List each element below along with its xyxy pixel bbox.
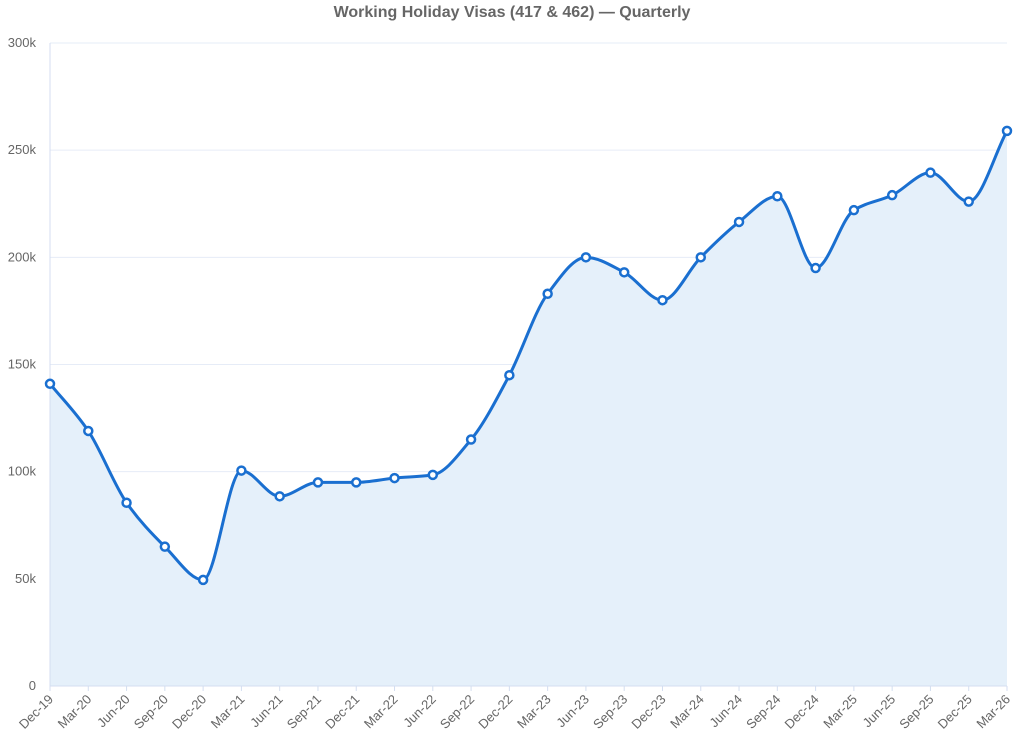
y-tick-label: 200k (8, 249, 37, 264)
area-fill (50, 130, 1007, 687)
x-tick-label: Dec-21 (322, 692, 362, 732)
y-tick-label: 50k (15, 571, 36, 586)
x-tick-label: Sep-22 (437, 692, 477, 732)
x-tick-label: Mar-21 (208, 692, 248, 732)
x-tick-label: Mar-26 (973, 692, 1013, 732)
data-point (542, 288, 553, 300)
x-tick-label: Mar-20 (55, 692, 95, 732)
data-point (465, 434, 477, 445)
y-axis-ticks: 0 50k 100k 150k 200k 250k 300k (8, 35, 37, 693)
data-point (159, 541, 171, 552)
data-point (733, 216, 745, 228)
x-tick-label: Dec-23 (628, 692, 668, 732)
x-tick-label: Mar-23 (514, 692, 554, 732)
x-tick-label: Dec-19 (16, 692, 56, 732)
data-point (427, 469, 439, 481)
data-point (274, 491, 285, 502)
y-tick-label: 100k (8, 464, 37, 479)
axes (49, 43, 1007, 687)
y-tick-label: 150k (8, 357, 37, 372)
x-tick-label: Dec-20 (169, 692, 209, 732)
data-point (580, 252, 592, 263)
area-fill-group (50, 130, 1007, 687)
x-tick-label: Jun-21 (247, 692, 286, 731)
x-tick-label: Dec-25 (935, 692, 975, 732)
chart-title: Working Holiday Visas (417 & 462) — Quar… (334, 4, 691, 21)
x-tick-label: Mar-24 (667, 692, 707, 732)
data-point (197, 574, 209, 586)
data-point (83, 425, 94, 437)
data-point (963, 196, 974, 207)
x-tick-label: Mar-22 (361, 692, 401, 732)
x-tick-label: Jun-24 (706, 692, 745, 731)
data-point (504, 369, 515, 381)
x-tick-label: Sep-20 (131, 692, 171, 732)
data-point (350, 477, 362, 488)
data-point (312, 477, 324, 488)
y-tick-label: 250k (8, 142, 37, 157)
x-tick-label: Sep-21 (284, 692, 324, 732)
data-point (886, 189, 898, 201)
x-tick-label: Jun-25 (860, 692, 899, 731)
data-point (695, 252, 707, 263)
data-point (1001, 125, 1013, 137)
x-tick-label: Jun-20 (94, 692, 133, 731)
data-point (772, 190, 783, 202)
x-tick-label: Sep-23 (590, 692, 630, 732)
y-tick-label: 0 (29, 678, 36, 693)
data-point (389, 472, 400, 484)
data-point (657, 294, 668, 306)
data-point (848, 204, 860, 216)
x-tick-label: Jun-22 (400, 692, 439, 731)
data-point (44, 378, 56, 390)
data-point (618, 267, 630, 278)
y-tick-label: 300k (8, 35, 37, 50)
x-tick-label: Mar-25 (820, 692, 860, 732)
data-points (44, 125, 1013, 586)
data-point (925, 167, 936, 178)
data-point (236, 465, 247, 476)
x-tick-label: Sep-25 (896, 692, 936, 732)
x-tick-label: Sep-24 (743, 692, 783, 732)
x-tick-label: Dec-22 (475, 692, 515, 732)
data-point (810, 262, 821, 274)
data-point (121, 497, 132, 508)
x-tick-label: Dec-24 (781, 692, 821, 732)
x-tick-label: Jun-23 (553, 692, 592, 731)
